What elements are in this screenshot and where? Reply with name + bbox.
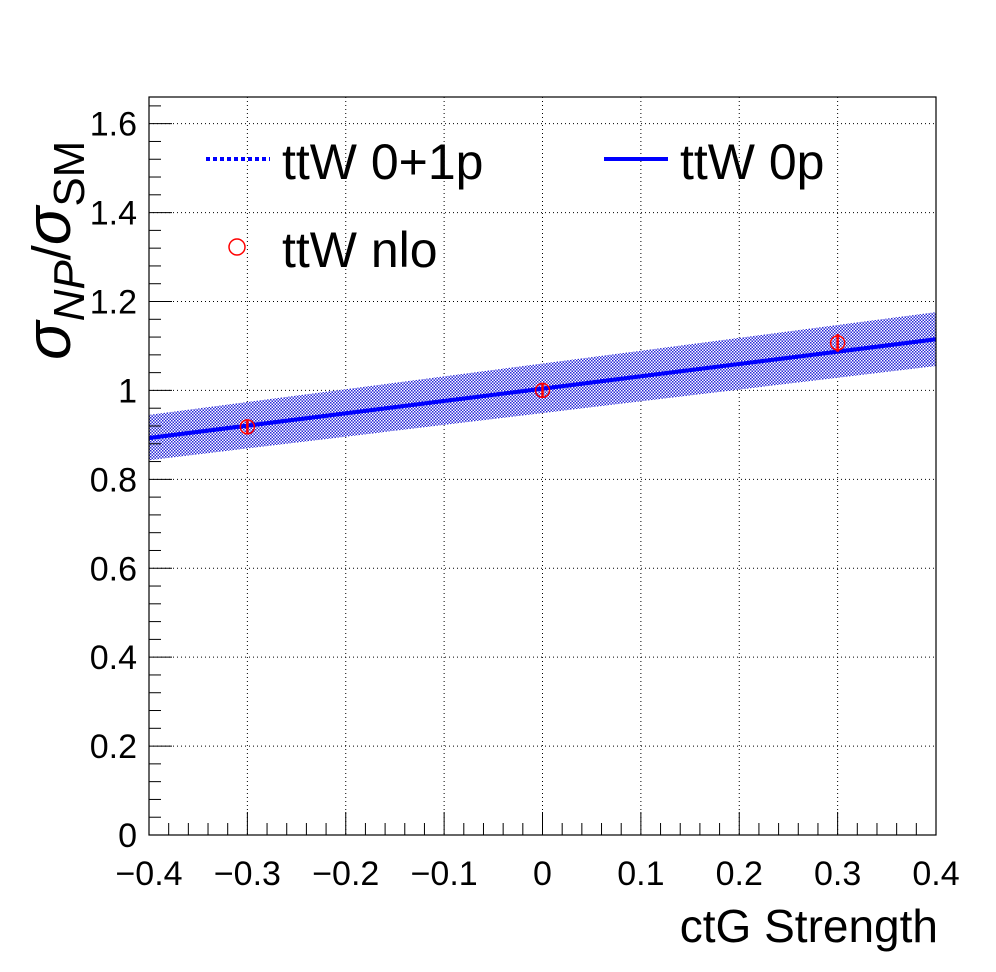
- y-tick-label: 1: [118, 372, 137, 410]
- legend-label-ttw-0-1p: ttW 0+1p: [282, 134, 484, 190]
- y-title-sub-sm: SM: [45, 141, 94, 207]
- x-tick-label: 0.2: [716, 855, 763, 893]
- y-tick-label: 0.8: [90, 461, 137, 499]
- legend-label-ttw-nlo: ttW nlo: [282, 222, 438, 278]
- y-title-sigma-sm: σ: [12, 204, 84, 245]
- grid: [149, 97, 936, 835]
- axis-ticks: [148, 105, 937, 836]
- x-tick-label: −0.2: [312, 855, 379, 893]
- data-point: [239, 419, 256, 435]
- data-points: [239, 333, 846, 435]
- y-tick-label: 0.4: [90, 639, 137, 677]
- y-tick-label: 0: [118, 817, 137, 855]
- y-tick-labels: 0 0.2 0.4 0.6 0.8 1 1.2 1.4 1.6: [90, 106, 137, 855]
- x-tick-label: 0.4: [912, 855, 959, 893]
- legend-label-ttw-0p: ttW 0p: [680, 134, 824, 190]
- y-tick-label: 1.4: [90, 195, 137, 233]
- y-axis-title: σNP/σSM: [12, 141, 94, 360]
- x-tick-labels: −0.4 −0.3 −0.2 −0.1 0 0.1 0.2 0.3 0.4: [115, 855, 959, 893]
- y-title-sub-np: NP: [45, 260, 94, 322]
- data-point: [534, 382, 551, 399]
- x-tick-label: 0: [533, 855, 552, 893]
- x-tick-label: 0.3: [814, 855, 861, 893]
- data-point: [829, 335, 846, 351]
- y-title-slash: /: [22, 245, 82, 260]
- x-tick-label: −0.1: [411, 855, 478, 893]
- y-tick-label: 0.6: [90, 550, 137, 588]
- x-axis-title: ctG Strength: [680, 900, 938, 952]
- y-tick-label: 0.2: [90, 728, 137, 766]
- x-tick-label: −0.4: [115, 855, 182, 893]
- x-tick-label: −0.3: [214, 855, 281, 893]
- y-tick-label: 1.6: [90, 106, 137, 144]
- legend: ttW 0+1p ttW 0p ttW nlo: [206, 134, 824, 278]
- legend-swatch-ttw-nlo: [228, 238, 246, 256]
- svg-text:σNP/σSM: σNP/σSM: [12, 141, 94, 360]
- y-title-sigma-np: σ: [12, 319, 84, 360]
- x-tick-label: 0.1: [617, 855, 664, 893]
- y-tick-label: 1.2: [90, 284, 137, 322]
